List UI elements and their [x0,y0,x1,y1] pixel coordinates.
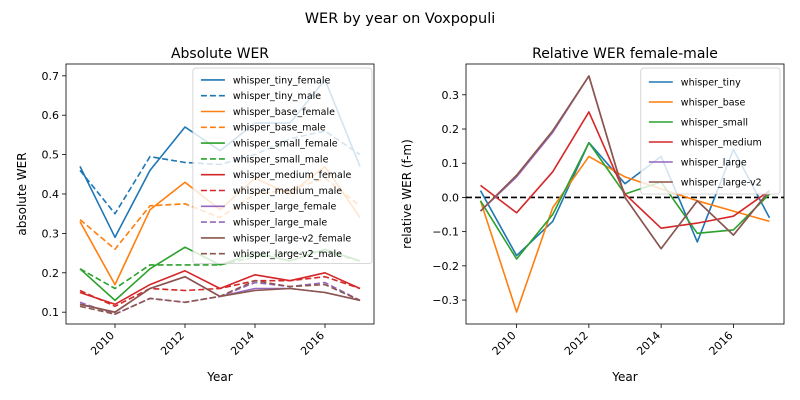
legend-label: whisper_large-v2 [681,177,762,188]
y-tick-label: 0.4 [42,188,60,201]
y-tick-label: −0.3 [432,294,459,307]
legend-label: whisper_tiny_male [233,91,321,102]
legend-label: whisper_large [681,157,747,168]
legend-label: whisper_tiny [681,77,741,88]
legend-label: whisper_medium_female [233,170,352,181]
legend-label: whisper_large-v2_female [233,233,351,244]
legend-label: whisper_medium_male [233,186,342,197]
series-line-whisper_large-v2 [479,75,771,250]
x-axis-label: Year [611,370,637,384]
legend-label: whisper_base_female [233,107,335,118]
y-tick-label: 0.1 [442,157,460,170]
x-tick-label: 2010 [490,329,519,358]
legend-label: whisper_base_male [233,123,326,134]
relative-wer-panel: Relative WER female-male 2010 2012 2014 2016… [400,46,785,384]
y-axis-label: relative WER (f-m) [400,139,414,249]
x-tick-label: 2016 [298,329,327,358]
y-tick-label: 0.1 [42,306,60,319]
legend-label: whisper_tiny_female [233,75,331,86]
series-line-whisper_base [479,155,770,313]
y-tick-label: 0.3 [442,89,460,102]
legend: whisper_tiny_female whisper_tiny_malewhis… [192,67,373,265]
y-tick-label: 0.0 [442,191,460,204]
legend-label: whisper_small_female [233,139,338,150]
legend-box [640,67,781,195]
plot-frame [465,63,785,325]
x-tick-label: 2014 [228,329,257,358]
legend-label: whisper_medium [681,137,762,148]
y-tick-label: 0.2 [442,123,460,136]
figure-suptitle: WER by year on Voxpopuli [305,11,496,27]
x-axis-label: Year [206,370,232,384]
legend-label: whisper_large_male [233,218,327,229]
y-tick-label: 0.3 [42,227,60,240]
y-axis-label: absolute WER [15,152,29,235]
series-line-whisper_large-v2_male [79,279,361,316]
x-tick-label: 2016 [707,329,736,358]
legend-box [192,67,373,265]
legend-label: whisper_small [681,117,748,128]
legend-label: whisper_base [681,97,746,108]
series-line-whisper_medium [480,111,770,229]
chart-title: Absolute WER [171,46,269,62]
legend-label: whisper_large_female [233,202,337,213]
series-line-whisper_medium_male [79,275,361,308]
y-tick-label: −0.2 [432,260,459,273]
legend: whisper_tiny whisper_base whisper_smallwhi… [640,67,781,195]
x-tick-label: 2010 [88,329,117,358]
series-line-whisper_medium_female [79,269,361,306]
absolute-wer-panel: Absolute WER 2010 2012 2014 2016 0.1 0.2 0.3 0.4… [15,46,375,384]
y-tick-label: −0.1 [432,226,459,239]
legend-label: whisper_small_male [233,154,329,165]
series-line-whisper_large_male [79,281,361,316]
y-tick-label: 0.2 [42,267,60,280]
chart-title: Relative WER female-male [532,46,718,62]
x-tick-label: 2014 [634,329,663,358]
legend-label: whisper_large-v2_male [233,249,342,260]
x-tick-label: 2012 [562,329,591,358]
y-tick-label: 0.7 [42,70,60,83]
y-tick-label: 0.6 [42,109,60,122]
y-tick-label: 0.5 [42,149,60,162]
x-tick-label: 2012 [158,329,187,358]
